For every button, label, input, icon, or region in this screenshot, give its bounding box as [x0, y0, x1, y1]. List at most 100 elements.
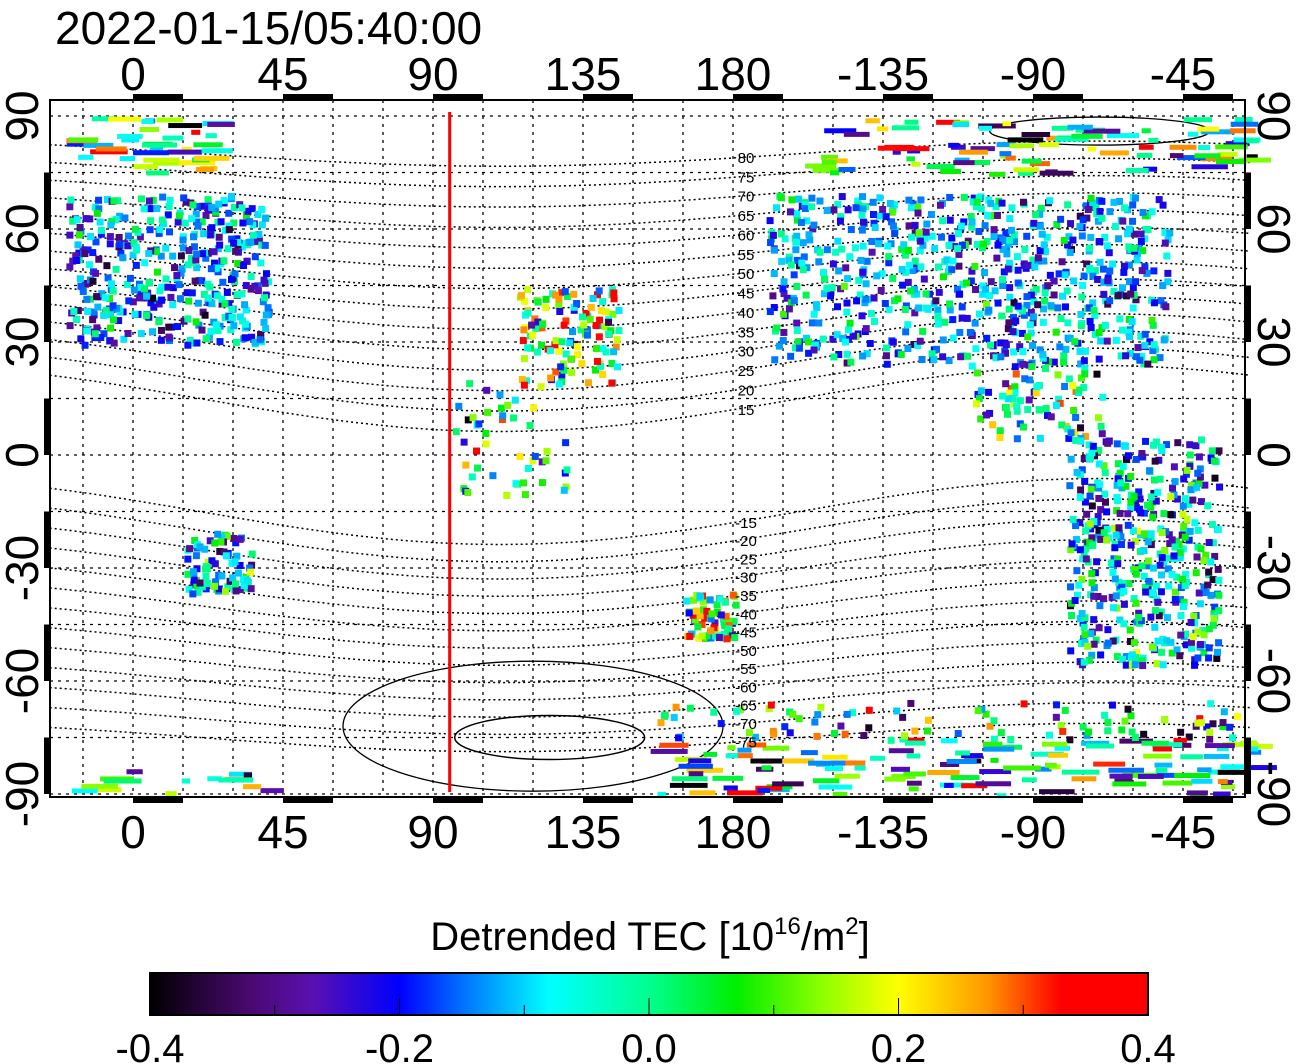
tec-cell	[1101, 321, 1109, 329]
tec-cell	[1073, 567, 1081, 575]
tec-cell	[1207, 700, 1215, 708]
tec-cell	[989, 171, 1006, 177]
tec-cell	[657, 791, 667, 797]
tec-cell	[1091, 569, 1099, 577]
tec-cell	[941, 318, 949, 326]
tec-cell	[885, 259, 893, 267]
tec-cell	[93, 324, 101, 332]
tec-cell	[909, 266, 917, 274]
tec-cell	[570, 290, 578, 298]
tec-cell	[238, 243, 246, 251]
tec-cell	[1176, 596, 1184, 604]
tec-cell	[1090, 517, 1098, 525]
tec-cell	[1179, 575, 1187, 583]
tec-cell	[484, 408, 492, 416]
tec-cell	[568, 328, 576, 336]
tec-cell	[883, 360, 891, 368]
tec-cell	[1198, 719, 1206, 727]
tec-cell	[76, 275, 84, 283]
tec-cell	[580, 321, 588, 329]
tec-cell	[860, 218, 868, 226]
tec-cell	[862, 280, 870, 288]
tec-cell	[139, 127, 159, 133]
tec-cell	[1082, 527, 1090, 535]
tec-cell	[793, 210, 801, 218]
tec-cell	[1154, 772, 1176, 778]
frame-segment	[1183, 797, 1233, 803]
tec-cell	[137, 290, 145, 298]
tec-cell	[145, 249, 153, 257]
tec-cell	[123, 280, 131, 288]
tec-cell	[573, 351, 581, 359]
tec-cell	[1097, 337, 1105, 345]
tec-cell	[870, 219, 878, 227]
tec-cell	[1201, 129, 1235, 135]
tec-cell	[995, 238, 1003, 246]
tec-cell	[175, 281, 183, 289]
tec-cell	[940, 169, 962, 175]
tec-cell	[1086, 264, 1094, 272]
tec-cell	[1083, 128, 1121, 134]
tec-cell	[1149, 513, 1157, 521]
tec-cell	[106, 233, 114, 241]
tec-cell	[967, 277, 975, 285]
contour-label: -60	[735, 679, 757, 696]
tec-cell	[225, 226, 233, 234]
tec-cell	[1021, 375, 1029, 383]
tec-cell	[518, 376, 526, 384]
tec-cell	[934, 316, 942, 324]
tec-cell	[900, 241, 908, 249]
tec-cell	[1205, 625, 1213, 633]
tec-cell	[1036, 346, 1044, 354]
tec-cell	[919, 327, 927, 335]
tec-cell	[224, 245, 232, 253]
contour-label: 80	[738, 150, 755, 167]
tec-cell	[230, 219, 238, 227]
tec-cell	[950, 775, 980, 781]
tec-cell	[1054, 745, 1070, 751]
tec-cell	[824, 128, 857, 134]
tec-cell	[1005, 389, 1013, 397]
tec-cell	[907, 737, 925, 743]
tec-cell	[891, 229, 899, 237]
tec-cell	[1058, 258, 1066, 266]
tec-cell	[1215, 639, 1223, 647]
tec-cell	[723, 635, 731, 643]
tec-cell	[240, 261, 248, 269]
tec-cell	[1168, 536, 1176, 544]
tec-cell	[1036, 210, 1044, 218]
tec-cell	[916, 337, 924, 345]
tec-cell	[1078, 293, 1086, 301]
tec-cell	[114, 197, 122, 205]
tec-cell	[1095, 484, 1103, 492]
tec-cell	[241, 301, 249, 309]
tec-cell	[669, 782, 708, 788]
tec-cell	[131, 310, 139, 318]
tec-cell	[201, 311, 209, 319]
tec-cell	[911, 257, 919, 265]
tec-cell	[707, 615, 715, 623]
tec-cell	[968, 223, 976, 231]
tec-cell	[870, 294, 878, 302]
tec-cell	[1089, 199, 1097, 207]
tec-cell	[757, 787, 771, 793]
tec-cell	[930, 355, 938, 363]
tec-cell	[165, 323, 173, 331]
tec-cell	[1030, 298, 1038, 306]
tec-cell	[999, 245, 1007, 253]
tec-cell	[1010, 231, 1018, 239]
tec-cell	[1193, 553, 1201, 561]
tec-cell	[847, 226, 855, 234]
tec-cell	[1157, 525, 1165, 533]
tec-cell	[1034, 766, 1052, 772]
tec-cell	[1213, 648, 1221, 656]
tec-cell	[1154, 488, 1162, 496]
tec-cell	[1089, 272, 1097, 280]
tec-cell	[1127, 498, 1135, 506]
tec-cell	[914, 203, 922, 211]
tec-cell	[831, 729, 839, 737]
tec-cell	[905, 196, 913, 204]
tec-cell	[1215, 144, 1248, 150]
tec-cell	[1215, 447, 1223, 455]
tec-cell	[198, 218, 206, 226]
